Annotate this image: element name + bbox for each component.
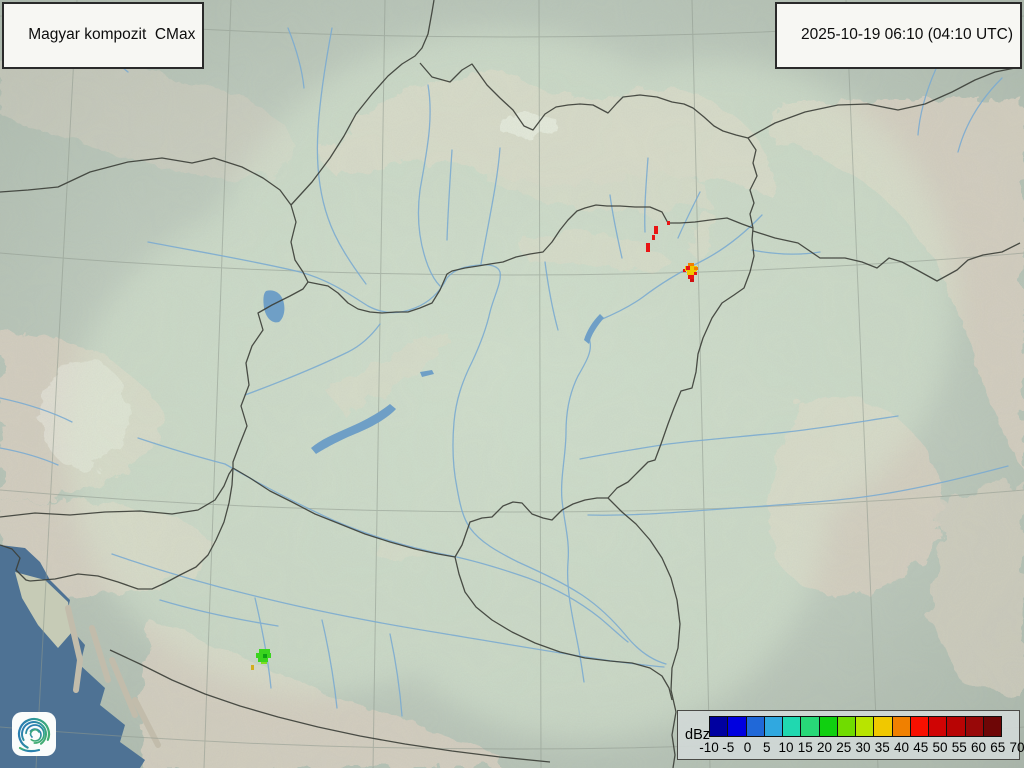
dbz-color-cell: [873, 716, 893, 737]
lake-velence: [420, 370, 434, 377]
radar-echo: [694, 272, 697, 275]
dbz-tick: 30: [855, 740, 871, 755]
radar-echo: [687, 271, 696, 275]
dbz-tick: 10: [778, 740, 794, 755]
dbz-color-cell: [909, 716, 929, 737]
dbz-colorbar: [709, 716, 1002, 737]
radar-echo: [263, 654, 267, 658]
radar-echo: [694, 267, 698, 270]
legend-unit-label: dBz: [685, 727, 710, 743]
radar-echo: [686, 266, 690, 270]
dbz-color-cell: [964, 716, 984, 737]
dbz-tick: 65: [990, 740, 1006, 755]
dbz-tick: 50: [932, 740, 948, 755]
dbz-tick: 60: [970, 740, 987, 755]
dbz-tick: 25: [836, 740, 852, 755]
lake-tisza: [584, 314, 604, 344]
dbz-color-cell: [928, 716, 948, 737]
dbz-tick: 45: [913, 740, 929, 755]
dbz-color-cell: [818, 716, 838, 737]
dbz-tick-labels: -10 -5 0 5 10 15 20 25 30 35 40 45 50 55 60 65 70: [699, 739, 1024, 756]
radar-echo: [646, 243, 650, 252]
dbz-color-cell: [763, 716, 783, 737]
radar-echo-layer: [251, 221, 698, 670]
dbz-color-cell: [782, 716, 802, 737]
dbz-color-cell: [982, 716, 1002, 737]
dbz-color-cell: [727, 716, 747, 737]
dbz-tick: 5: [762, 740, 771, 755]
radar-echo: [688, 275, 694, 279]
radar-echo: [251, 665, 254, 670]
dbz-color-cell: [709, 716, 729, 737]
timestamp-box: 2025-10-19 06:10 (04:10 UTC): [774, 2, 1022, 69]
radar-echo: [259, 649, 270, 653]
product-label-box: Magyar kompozit CMax: [2, 2, 205, 69]
dbz-color-cell: [855, 716, 875, 737]
radar-echo: [685, 266, 697, 271]
lake-ferto: [263, 290, 285, 323]
dbz-tick: 35: [874, 740, 890, 755]
dbz-color-cell: [946, 716, 966, 737]
product-label: Magyar kompozit CMax: [28, 26, 196, 43]
spiral-icon: [17, 717, 51, 753]
radar-echo: [688, 263, 694, 266]
radar-echo: [683, 269, 686, 272]
radar-echo: [654, 226, 658, 234]
hungary-border: [232, 204, 755, 558]
dbz-legend-panel: dBz -10 -5 0 5 10 15 20 25 30 35 40 45 50 55 60 65 70: [677, 710, 1024, 760]
dbz-tick: 70: [1009, 740, 1024, 755]
timestamp-label: 2025-10-19 06:10 (04:10 UTC): [801, 26, 1013, 43]
dbz-tick: -10: [699, 740, 719, 755]
dbz-tick: 0: [743, 740, 752, 755]
dbz-tick: -5: [722, 740, 735, 755]
lake-balaton: [311, 404, 396, 454]
dbz-color-cell: [745, 716, 765, 737]
dbz-color-cell: [800, 716, 820, 737]
dbz-tick: 40: [893, 740, 910, 755]
dbz-tick: 55: [951, 740, 967, 755]
hungaromet-logo: [12, 712, 56, 756]
dbz-tick: 20: [816, 740, 833, 755]
lake-layer: [263, 290, 604, 454]
radar-echo: [261, 662, 267, 664]
radar-echo: [652, 235, 655, 240]
radar-echo: [667, 221, 670, 225]
radar-echo: [690, 279, 694, 282]
dbz-color-cell: [836, 716, 856, 737]
dbz-tick: 15: [797, 740, 813, 755]
dbz-color-cell: [891, 716, 911, 737]
radar-echo: [258, 658, 268, 662]
